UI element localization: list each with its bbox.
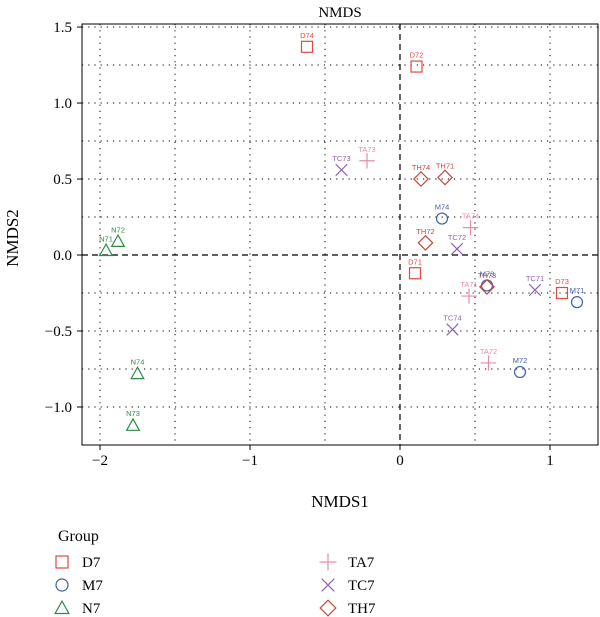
legend-label-d7: D7 [82,555,101,571]
point-label-th73: TH73 [478,271,496,280]
legend-marker-ta7 [319,553,337,571]
y-tick-label: −0.5 [45,324,72,340]
point-label-th74: TH74 [412,163,430,172]
point-label-m73: M73 [480,269,495,278]
x-tick-label: −1 [242,453,258,469]
point-tc71 [528,283,542,297]
legend-label-th7: TH7 [348,601,376,617]
legend-label-m7: M7 [82,578,103,594]
legend-marker-tc7 [321,578,335,592]
point-tc72 [450,242,464,256]
point-label-ta73: TA73 [358,145,375,154]
point-th74 [413,171,429,188]
point-label-d71: D71 [408,257,422,266]
point-label-tc73: TC73 [332,154,350,163]
point-label-n73: N73 [126,409,140,418]
y-axis-title: NMDS2 [3,209,22,267]
point-label-n74: N74 [131,358,145,367]
legend-marker-d7 [55,555,69,569]
point-label-th72: TH72 [416,227,434,236]
point-ta73 [359,153,375,169]
point-label-ta71: TA71 [460,280,477,289]
legend-label-ta7: TA7 [348,555,375,571]
point-d74 [300,40,314,53]
y-tick-label: 1.5 [53,20,72,36]
point-label-m71: M71 [570,286,585,295]
point-d71 [408,267,422,280]
point-n71 [98,242,114,257]
chart-title: NMDS [318,5,361,21]
x-tick-label: 0 [396,453,404,469]
point-m72 [513,365,527,379]
x-tick-label: −2 [92,453,108,469]
point-label-d74: D74 [300,31,314,40]
point-label-tc71: TC71 [526,274,544,283]
point-ta72 [480,355,497,371]
point-label-m74: M74 [435,203,450,212]
point-m74 [435,212,449,225]
legend-title: Group [58,528,99,545]
point-label-tc72: TC72 [448,233,466,242]
point-ta71 [461,288,477,304]
point-th71 [437,169,453,186]
legend-marker-m7 [55,578,69,592]
point-m73 [480,279,494,292]
x-tick-label: 1 [546,453,554,469]
grid-lines [82,24,598,445]
legend-label-tc7: TC7 [348,578,375,594]
point-label-tc74: TC74 [443,313,461,322]
legend: Group D7 M7 N7 TA7 TC7 TH7 [54,528,376,617]
point-label-m72: M72 [513,356,528,365]
reference-lines [82,24,598,445]
point-th73 [479,278,495,295]
point-n74 [130,366,145,380]
y-tick-label: 0.0 [53,248,72,264]
legend-marker-th7 [319,599,337,617]
legend-label-n7: N7 [82,601,101,617]
axis-ticks: −2 −1 0 1 1.5 1.0 0.5 0.0 −0.5 −1.0 [45,20,554,469]
y-tick-label: 1.0 [53,96,72,112]
point-n73 [125,417,141,431]
point-label-ta74: TA74 [462,212,479,221]
point-label-th71: TH71 [436,162,454,171]
point-label-d73: D73 [555,277,569,286]
point-d72 [410,60,423,73]
plot-frame [81,23,599,446]
point-label-d72: D72 [410,51,424,60]
point-tc74 [446,323,459,336]
point-label-n72: N72 [111,225,125,234]
point-label-n71: N71 [99,234,113,243]
y-tick-label: −1.0 [45,400,72,416]
y-tick-label: 0.5 [53,172,72,188]
point-th72 [417,234,434,251]
legend-marker-n7 [54,599,70,615]
x-axis-title: NMDS1 [311,492,369,511]
point-m71 [570,296,584,309]
point-n72 [110,233,126,247]
point-label-ta72: TA72 [480,347,497,356]
point-d73 [555,286,569,300]
point-tc73 [335,163,348,177]
point-ta74 [462,219,479,236]
